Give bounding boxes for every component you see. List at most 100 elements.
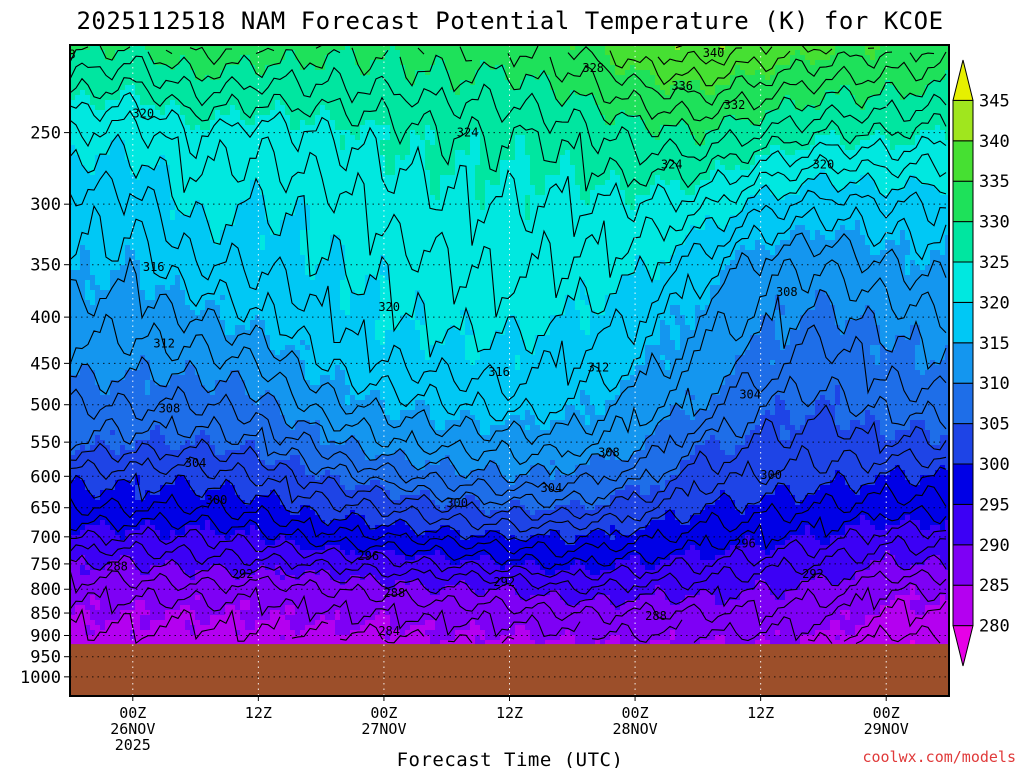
field-cell [210, 335, 216, 341]
field-cell [240, 135, 246, 141]
field-cell [225, 180, 231, 186]
field-cell [80, 215, 86, 221]
field-cell [190, 440, 196, 446]
field-cell [165, 545, 171, 551]
field-cell [220, 525, 226, 531]
field-cell [135, 255, 141, 261]
field-cell [75, 335, 81, 341]
field-cell [260, 80, 266, 86]
field-cell [145, 350, 151, 356]
field-cell [165, 510, 171, 516]
field-cell [75, 350, 81, 356]
field-cell [225, 530, 231, 536]
field-cell [255, 235, 261, 241]
field-cell [155, 310, 161, 316]
field-cell [250, 100, 256, 106]
field-cell [135, 200, 141, 206]
field-cell [255, 420, 261, 426]
field-cell [200, 185, 206, 191]
field-cell [145, 340, 151, 346]
field-cell [220, 200, 226, 206]
field-cell [120, 105, 126, 111]
field-cell [110, 110, 116, 116]
field-cell [110, 210, 116, 216]
field-cell [90, 360, 96, 366]
field-cell [210, 250, 216, 256]
field-cell [175, 290, 181, 296]
field-cell [110, 225, 116, 231]
field-cell [235, 270, 241, 276]
field-cell [185, 335, 191, 341]
field-cell [250, 360, 256, 366]
field-cell [110, 250, 116, 256]
field-cell [190, 140, 196, 146]
field-cell [110, 165, 116, 171]
field-cell [125, 290, 131, 296]
field-cell [140, 370, 146, 376]
field-cell [185, 100, 191, 106]
field-cell [100, 380, 106, 386]
field-cell [245, 240, 251, 246]
field-cell [180, 575, 186, 581]
field-cell [240, 60, 246, 66]
field-cell [205, 295, 211, 301]
field-cell [220, 540, 226, 546]
field-cell [110, 160, 116, 166]
field-cell [90, 300, 96, 306]
field-cell [180, 70, 186, 76]
field-cell [155, 545, 161, 551]
field-cell [225, 320, 231, 326]
field-cell [75, 190, 81, 196]
field-cell [140, 525, 146, 531]
field-cell [135, 140, 141, 146]
field-cell [150, 150, 156, 156]
field-cell [145, 435, 151, 441]
field-cell [165, 555, 171, 561]
field-cell [220, 520, 226, 526]
field-cell [195, 230, 201, 236]
field-cell [75, 625, 81, 631]
field-cell [140, 120, 146, 126]
field-cell [235, 435, 241, 441]
field-cell [180, 630, 186, 636]
field-cell [175, 605, 181, 611]
field-cell [140, 375, 146, 381]
field-cell [170, 160, 176, 166]
field-cell [130, 275, 136, 281]
field-cell [105, 135, 111, 141]
field-cell [85, 215, 91, 221]
field-cell [175, 435, 181, 441]
field-cell [225, 415, 231, 421]
field-cell [110, 235, 116, 241]
field-cell [205, 315, 211, 321]
field-cell [220, 595, 226, 601]
field-cell [110, 490, 116, 496]
field-cell [195, 595, 201, 601]
field-cell [230, 360, 236, 366]
field-cell [235, 545, 241, 551]
field-cell [135, 355, 141, 361]
field-cell [190, 480, 196, 486]
field-cell [255, 380, 261, 386]
field-cell [260, 55, 266, 61]
field-cell [120, 230, 126, 236]
field-cell [75, 265, 81, 271]
field-cell [250, 625, 256, 631]
field-cell [85, 470, 91, 476]
field-cell [170, 55, 176, 61]
field-cell [235, 365, 241, 371]
field-cell [220, 165, 226, 171]
field-cell [245, 380, 251, 386]
field-cell [120, 310, 126, 316]
field-cell [120, 285, 126, 291]
field-cell [220, 185, 226, 191]
field-cell [210, 425, 216, 431]
field-cell [145, 565, 151, 571]
field-cell [155, 480, 161, 486]
field-cell [165, 225, 171, 231]
field-cell [195, 90, 201, 96]
field-cell [135, 420, 141, 426]
field-cell [95, 50, 101, 56]
field-cell [155, 220, 161, 226]
field-cell [230, 320, 236, 326]
